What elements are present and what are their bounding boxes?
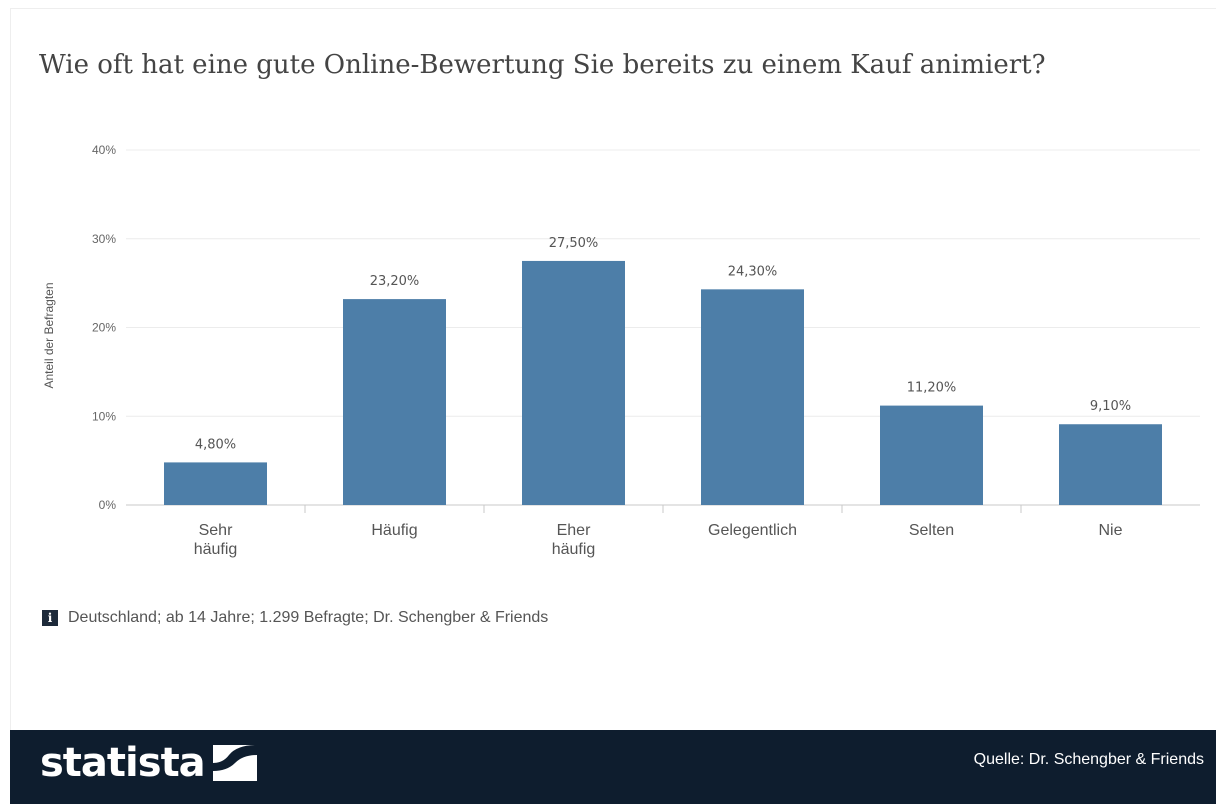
y-tick-label: 40% [92, 143, 116, 157]
brand-name: statista [40, 740, 206, 786]
data-label: 11,20% [907, 381, 957, 396]
bar-6 [1059, 424, 1162, 505]
info-icon[interactable]: i [42, 610, 58, 626]
y-axis-title: Anteil der Befragten [42, 282, 56, 388]
data-label: 23,20% [370, 274, 420, 289]
x-tick-label: Sehr häufig [194, 522, 238, 558]
y-tick-label: 0% [99, 498, 117, 512]
bar-5 [880, 405, 983, 505]
data-label: 9,10% [1090, 399, 1131, 414]
y-tick-label: 30% [92, 232, 116, 246]
bar-2 [343, 299, 446, 505]
bar-3 [522, 260, 625, 505]
data-label: 4,80% [195, 437, 236, 452]
statista-logo-icon [212, 745, 257, 781]
source-text: Quelle: Dr. Schengber & Friends [973, 751, 1204, 768]
bar-4 [701, 289, 804, 505]
y-tick-label: 20% [92, 321, 116, 335]
bar-chart: 0% 10% 20% 30% 40% Anteil der Befragten 4,80% S… [42, 143, 1200, 558]
x-tick-label: Gelegentlich [708, 522, 797, 539]
x-tick-label: Häufig [371, 522, 417, 539]
x-tick-label: Eher häufig [552, 522, 596, 558]
chart-title: Wie oft hat eine gute Online-Bewertung S… [39, 50, 1046, 80]
x-tick-label: Selten [909, 522, 954, 539]
data-label: 27,50% [549, 236, 599, 251]
footnote-text: Deutschland; ab 14 Jahre; 1.299 Befragte… [68, 609, 549, 626]
y-tick-label: 10% [92, 409, 116, 423]
data-label: 24,30% [728, 264, 778, 279]
bar-1 [164, 462, 267, 505]
footer-bar: statista Quelle: Dr. Schengber & Friends [10, 730, 1216, 804]
statista-brand[interactable]: statista [40, 740, 257, 786]
x-tick-label: Nie [1098, 522, 1122, 539]
footnote: i Deutschland; ab 14 Jahre; 1.299 Befrag… [42, 609, 548, 627]
